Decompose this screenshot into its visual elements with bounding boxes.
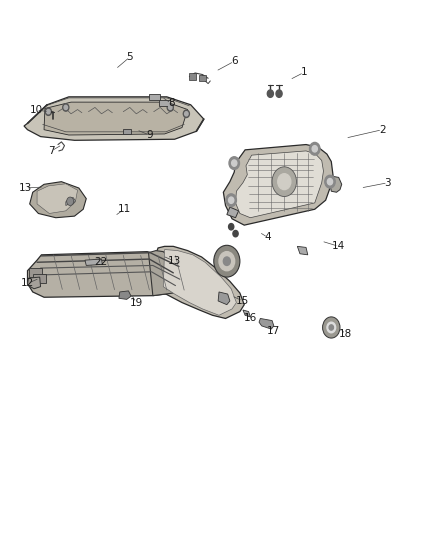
Circle shape (47, 110, 50, 114)
Polygon shape (85, 259, 102, 265)
Text: 12: 12 (21, 278, 34, 288)
Text: 3: 3 (385, 177, 391, 188)
Text: 1: 1 (300, 68, 307, 77)
Text: 9: 9 (146, 130, 153, 140)
Polygon shape (227, 207, 239, 217)
Text: 22: 22 (94, 257, 107, 267)
Polygon shape (152, 246, 244, 318)
Text: 7: 7 (48, 146, 55, 156)
Circle shape (327, 179, 332, 185)
Text: 6: 6 (231, 56, 237, 66)
Circle shape (169, 106, 172, 110)
Circle shape (267, 90, 273, 98)
Polygon shape (37, 184, 78, 214)
Polygon shape (163, 249, 237, 316)
Polygon shape (243, 310, 251, 317)
Bar (29, 268, 42, 277)
Text: 11: 11 (117, 204, 131, 214)
Circle shape (67, 197, 74, 206)
Circle shape (184, 110, 189, 117)
Polygon shape (44, 102, 187, 135)
Polygon shape (28, 277, 41, 289)
Circle shape (327, 322, 336, 333)
Text: 13: 13 (168, 256, 181, 266)
Polygon shape (297, 246, 308, 255)
Polygon shape (66, 198, 75, 206)
Circle shape (312, 146, 318, 152)
Text: 15: 15 (237, 296, 250, 306)
Polygon shape (223, 144, 333, 225)
Circle shape (64, 106, 67, 110)
Circle shape (325, 175, 335, 188)
Circle shape (46, 108, 51, 115)
Text: 16: 16 (244, 313, 257, 324)
Polygon shape (159, 100, 170, 107)
Circle shape (226, 194, 237, 207)
Text: 13: 13 (19, 183, 32, 193)
Text: 18: 18 (339, 329, 352, 340)
Circle shape (219, 252, 235, 271)
Text: 2: 2 (379, 125, 385, 135)
Polygon shape (123, 128, 131, 134)
Circle shape (167, 104, 173, 111)
Text: 14: 14 (332, 241, 345, 252)
Text: 5: 5 (127, 52, 133, 62)
Polygon shape (236, 151, 323, 217)
Text: 4: 4 (265, 232, 271, 243)
Polygon shape (259, 318, 274, 329)
Circle shape (229, 223, 234, 230)
Circle shape (276, 90, 282, 98)
Polygon shape (119, 291, 131, 300)
Polygon shape (28, 252, 184, 297)
Text: 8: 8 (168, 98, 174, 108)
Circle shape (63, 104, 69, 111)
Circle shape (229, 157, 240, 169)
Circle shape (322, 317, 340, 338)
Polygon shape (149, 94, 160, 100)
Circle shape (229, 197, 234, 204)
Text: 19: 19 (130, 297, 143, 308)
Bar (189, 74, 196, 80)
Polygon shape (329, 176, 342, 192)
Circle shape (223, 257, 230, 265)
Polygon shape (24, 97, 204, 140)
Polygon shape (218, 292, 230, 305)
Bar (199, 75, 206, 81)
Circle shape (278, 174, 291, 190)
Bar (33, 274, 46, 284)
Polygon shape (30, 182, 86, 217)
Polygon shape (148, 251, 184, 296)
Circle shape (185, 112, 188, 116)
Circle shape (214, 245, 240, 277)
Circle shape (310, 142, 320, 155)
Text: 17: 17 (267, 326, 280, 336)
Text: 10: 10 (30, 105, 43, 115)
Circle shape (329, 325, 333, 330)
Circle shape (272, 167, 297, 197)
Circle shape (233, 230, 238, 237)
Circle shape (232, 160, 237, 166)
